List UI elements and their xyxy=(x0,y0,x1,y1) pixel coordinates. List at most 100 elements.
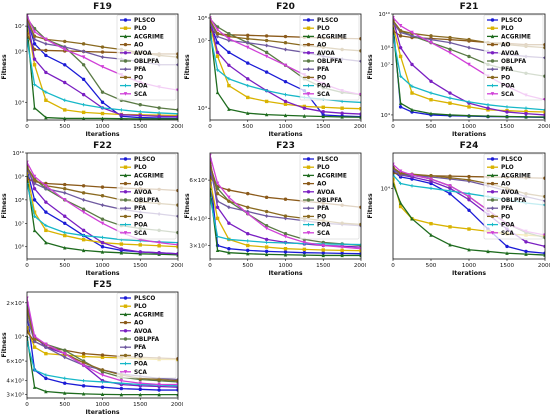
legend-marker xyxy=(306,165,311,169)
y-tick-label: 4×10³ xyxy=(6,378,24,385)
data-point-sca xyxy=(467,62,471,67)
data-point-acgrime xyxy=(100,392,105,397)
data-point-avoa xyxy=(215,50,220,55)
x-axis-label: Iterations xyxy=(268,270,302,277)
data-point-plo xyxy=(393,177,395,181)
legend-label-po: PO xyxy=(317,214,326,220)
data-point-plo xyxy=(524,109,528,114)
data-point-ao xyxy=(210,28,212,32)
data-point-sca xyxy=(321,243,325,248)
y-tick-label: 10⁷ xyxy=(15,220,24,227)
data-point-poa xyxy=(283,92,288,97)
legend-label-plo: PLO xyxy=(134,304,147,310)
data-point-pfa xyxy=(81,197,86,202)
legend-marker xyxy=(490,67,495,72)
x-tick-label: 1500 xyxy=(500,263,515,269)
legend-label-avoa: AVOA xyxy=(317,51,335,57)
data-point-avoa xyxy=(176,114,178,119)
data-point-sca xyxy=(81,55,86,60)
legend-marker xyxy=(123,51,128,55)
data-point-poa xyxy=(359,242,361,247)
legend-marker xyxy=(123,26,128,30)
data-point-poa xyxy=(246,83,250,88)
legend-label-sca: SCA xyxy=(501,92,514,98)
data-point-acgrime xyxy=(119,116,123,120)
legend-label-oblpfa: OBLPFA xyxy=(134,198,160,204)
series-line-acgrime xyxy=(393,27,545,118)
data-point-pfa xyxy=(81,49,86,54)
legend-box xyxy=(116,292,177,379)
data-point-pfa xyxy=(543,55,545,60)
data-point-sca xyxy=(410,30,414,35)
data-point-pfa xyxy=(176,214,178,219)
chart-f22: F22 0 500 1000 1500 2000 10⁶ 10⁷ 10⁸ 10⁹ 10¹⁰ Itera… xyxy=(1,141,183,277)
legend-label-pfa: PFA xyxy=(501,67,514,73)
data-point-po xyxy=(215,191,220,196)
legend-marker xyxy=(490,214,495,219)
legend-label-ao: AO xyxy=(501,182,510,188)
data-point-avoa xyxy=(505,110,509,114)
series-line-acgrime xyxy=(27,26,178,120)
x-tick-label: 1500 xyxy=(500,124,515,130)
data-point-acgrime xyxy=(359,115,361,119)
data-point-sca xyxy=(264,226,269,231)
legend-marker xyxy=(490,42,495,47)
data-point-poa xyxy=(393,173,395,177)
data-point-avoa xyxy=(81,228,86,233)
data-point-plsco xyxy=(63,63,67,67)
data-point-avoa xyxy=(543,113,545,117)
legend-label-pfa: PFA xyxy=(501,206,514,212)
data-point-sca xyxy=(410,173,414,177)
data-point-avoa xyxy=(215,205,220,209)
data-point-plsco xyxy=(340,251,344,256)
data-point-poa xyxy=(27,37,29,42)
chart-f21: F21 0 500 1000 1500 2000 10⁴ 10⁷ 10⁸ 10¹⁰ Iteratio… xyxy=(367,2,550,138)
data-point-sca xyxy=(398,169,403,174)
legend-marker xyxy=(490,190,495,194)
data-point-po xyxy=(63,39,67,44)
data-point-acgrime xyxy=(81,116,86,120)
series-line-poa xyxy=(27,39,178,115)
y-tick-label: 10⁴ xyxy=(15,99,25,106)
data-point-avoa xyxy=(410,62,414,67)
data-point-acgrime xyxy=(410,107,414,112)
data-point-plsco xyxy=(321,251,325,255)
data-point-oblpfa xyxy=(157,106,161,110)
data-point-poa xyxy=(157,111,161,115)
data-point-po xyxy=(283,41,288,45)
data-point-poa xyxy=(215,68,220,72)
data-point-sca xyxy=(119,379,124,383)
data-point-poa xyxy=(524,106,528,110)
data-point-avoa xyxy=(63,80,67,85)
data-point-plo xyxy=(429,98,433,102)
legend-marker xyxy=(123,296,128,300)
chart-title: F23 xyxy=(276,141,295,151)
data-point-acgrime xyxy=(448,242,452,247)
legend-marker xyxy=(490,75,495,80)
legend-marker xyxy=(306,83,311,88)
data-point-sca xyxy=(246,45,250,50)
legend-label-acgrime: ACGRIME xyxy=(501,173,531,179)
data-point-plsco xyxy=(524,249,528,254)
data-point-poa xyxy=(176,240,178,245)
data-point-acgrime xyxy=(246,111,250,115)
x-tick-label: 1000 xyxy=(95,124,110,130)
data-point-poa xyxy=(393,34,395,38)
data-point-poa xyxy=(227,237,231,242)
legend-marker xyxy=(306,214,311,219)
data-point-ao xyxy=(283,34,288,39)
legend-label-poa: POA xyxy=(134,84,148,90)
y-axis-label: Fitness xyxy=(1,193,8,219)
legend-label-pfa: PFA xyxy=(134,67,147,73)
legend-marker xyxy=(490,59,495,63)
legend-label-po: PO xyxy=(134,75,143,81)
legend-label-plo: PLO xyxy=(501,165,514,171)
data-point-avoa xyxy=(157,251,161,255)
legend-label-sca: SCA xyxy=(501,231,514,237)
data-point-po xyxy=(63,186,67,191)
legend-label-plsco: PLSCO xyxy=(501,18,522,24)
legend-label-ao: AO xyxy=(134,321,143,327)
data-point-avoa xyxy=(227,63,231,67)
x-tick-label: 2000 xyxy=(171,263,183,269)
data-point-acgrime xyxy=(467,247,471,252)
